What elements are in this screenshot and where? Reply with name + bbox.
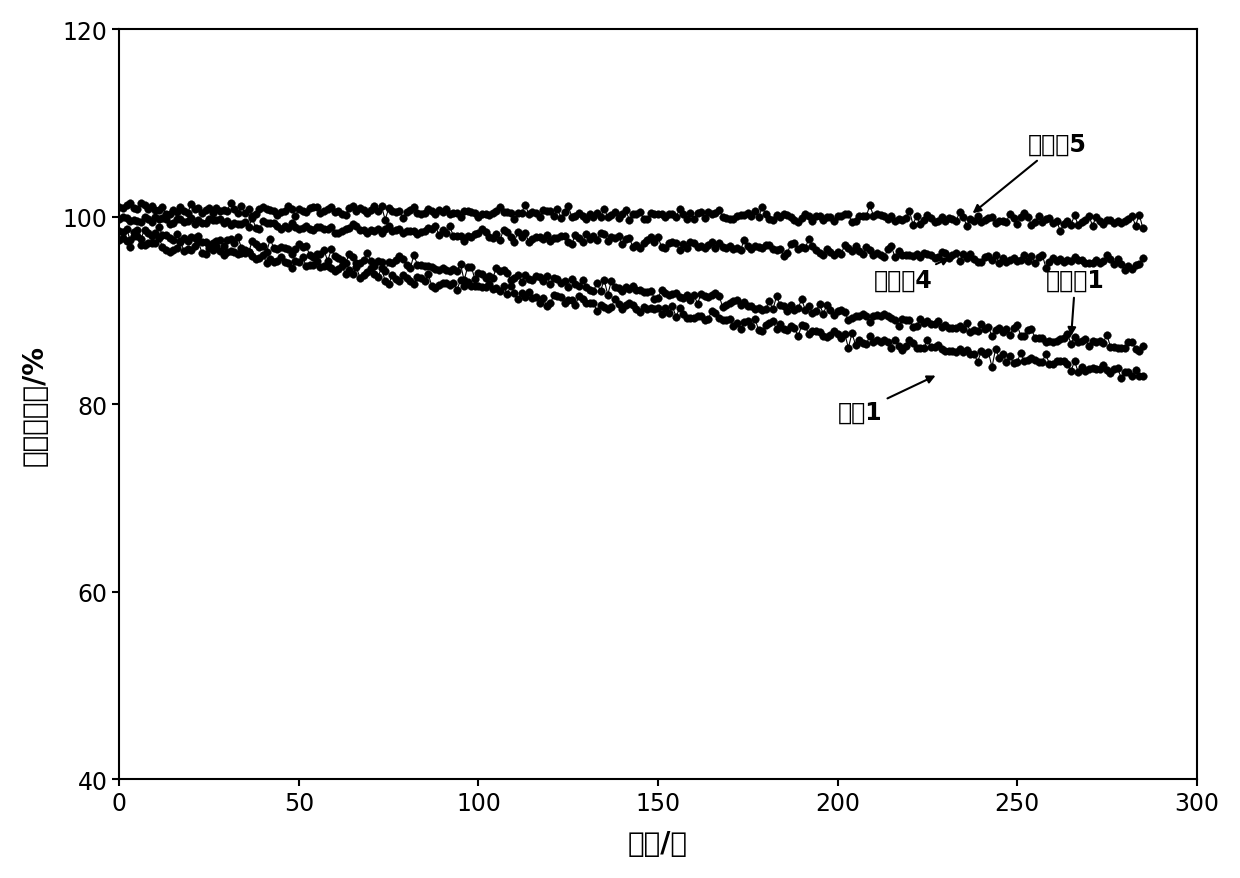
- Text: 对比1: 对比1: [837, 377, 934, 424]
- Text: 实施例4: 实施例4: [873, 259, 947, 293]
- Text: 实施例5: 实施例5: [975, 133, 1086, 212]
- X-axis label: 循环/周: 循环/周: [627, 829, 688, 857]
- Y-axis label: 容量保持率/%: 容量保持率/%: [21, 344, 48, 465]
- Text: 实施例1: 实施例1: [1045, 269, 1105, 335]
